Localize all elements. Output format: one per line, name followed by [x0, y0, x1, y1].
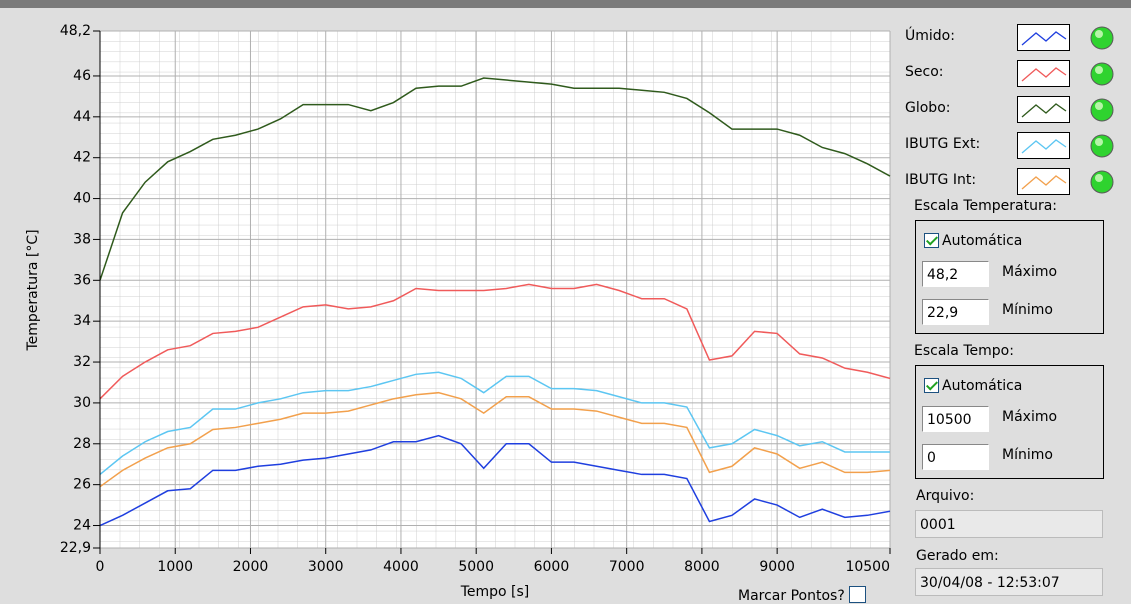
group-title: Escala Temperatura: [914, 198, 1058, 214]
x-tick-label: 2000 [233, 559, 269, 575]
y-tick-label: 30 [73, 395, 91, 411]
y-tick-label: 32 [73, 354, 91, 370]
time-scale-group: Automática 10500 Máximo 0 Mínimo [915, 365, 1104, 479]
x-tick-label: 5000 [458, 559, 494, 575]
legend-swatch [1021, 67, 1067, 82]
x-tick-label: 4000 [383, 559, 419, 575]
legend-swatch [1021, 139, 1067, 154]
file-field: 0001 [915, 510, 1103, 538]
y-tick-label: 28 [73, 436, 91, 452]
checkbox-label: Automática [942, 378, 1023, 394]
y-axis-title: Temperatura [°C] [25, 229, 41, 351]
legend-label: IBUTG Ext: [905, 136, 981, 152]
led-highlight [1095, 138, 1103, 146]
x-tick-label: 1000 [157, 559, 193, 575]
x-axis-title: Tempo [s] [460, 584, 530, 600]
file-label: Arquivo: [916, 488, 975, 504]
led-highlight [1095, 102, 1103, 110]
legend-box [1017, 60, 1070, 87]
legend-entry [1017, 132, 1114, 159]
y-tick-label: 34 [73, 313, 91, 329]
max-field[interactable]: 48,2 [922, 261, 989, 287]
led-highlight [1095, 30, 1103, 38]
auto-checkbox[interactable]: Automática [924, 233, 1022, 249]
checkbox-label: Automática [942, 233, 1023, 249]
legend-box [1017, 132, 1070, 159]
group-title: Escala Tempo: [914, 343, 1014, 359]
legend-entry [1017, 24, 1114, 51]
generated-field: 30/04/08 - 12:53:07 [915, 568, 1103, 596]
x-tick-label: 0 [96, 559, 105, 575]
led-highlight [1095, 174, 1103, 182]
legend-box [1017, 168, 1070, 195]
temp-scale-group: Automática 48,2 Máximo 22,9 Mínimo [915, 220, 1104, 334]
status-led [1090, 62, 1114, 86]
legend-swatch [1021, 31, 1067, 46]
x-tick-label: 10500 [845, 559, 890, 575]
y-tick-label: 26 [73, 477, 91, 493]
legend-label: Globo: [905, 100, 951, 116]
data-line [99, 391, 891, 488]
x-tick-label: 9000 [759, 559, 795, 575]
status-led [1090, 134, 1114, 158]
min-field[interactable]: 22,9 [922, 299, 989, 325]
y-tick-label: 48,2 [60, 23, 91, 39]
field-label: Mínimo [1002, 447, 1053, 463]
legend-swatch [1021, 175, 1067, 190]
legend-entry [1017, 168, 1114, 195]
data-line [99, 434, 891, 527]
x-tick-label: 7000 [609, 559, 645, 575]
checkbox-label: Marcar Pontos? [738, 588, 845, 604]
legend-label: IBUTG Int: [905, 172, 977, 188]
legend-box [1017, 24, 1070, 51]
y-tick-label: 38 [73, 231, 91, 247]
auto-checkbox[interactable]: Automática [924, 378, 1022, 394]
field-label: Mínimo [1002, 302, 1053, 318]
status-led [1090, 170, 1114, 194]
legend-entry [1017, 60, 1114, 87]
led-highlight [1095, 66, 1103, 74]
data-line [99, 371, 890, 476]
y-tick-label: 40 [73, 191, 91, 207]
generated-label: Gerado em: [916, 548, 999, 564]
max-field[interactable]: 10500 [922, 406, 989, 432]
y-tick-label: 42 [73, 150, 91, 166]
legend-box [1017, 96, 1070, 123]
mark-points-checkbox[interactable]: Marcar Pontos? [738, 586, 869, 604]
field-label: Máximo [1002, 264, 1058, 280]
top-bar [0, 0, 1131, 8]
status-led [1090, 98, 1114, 122]
min-field[interactable]: 0 [922, 444, 989, 470]
y-tick-label: 24 [73, 518, 91, 534]
y-tick-label: 46 [73, 68, 91, 84]
y-tick-label: 22,9 [60, 540, 91, 556]
legend-label: Seco: [905, 64, 944, 80]
legend-entry [1017, 96, 1114, 123]
y-tick-label: 44 [73, 109, 91, 125]
legend-label: Úmido: [905, 28, 955, 44]
data-line [99, 77, 891, 281]
legend-swatch [1021, 103, 1067, 118]
y-tick-label: 36 [73, 272, 91, 288]
field-label: Máximo [1002, 409, 1058, 425]
x-tick-label: 3000 [308, 559, 344, 575]
data-line [99, 283, 891, 400]
x-tick-label: 6000 [534, 559, 570, 575]
x-tick-label: 8000 [684, 559, 720, 575]
status-led [1090, 26, 1114, 50]
